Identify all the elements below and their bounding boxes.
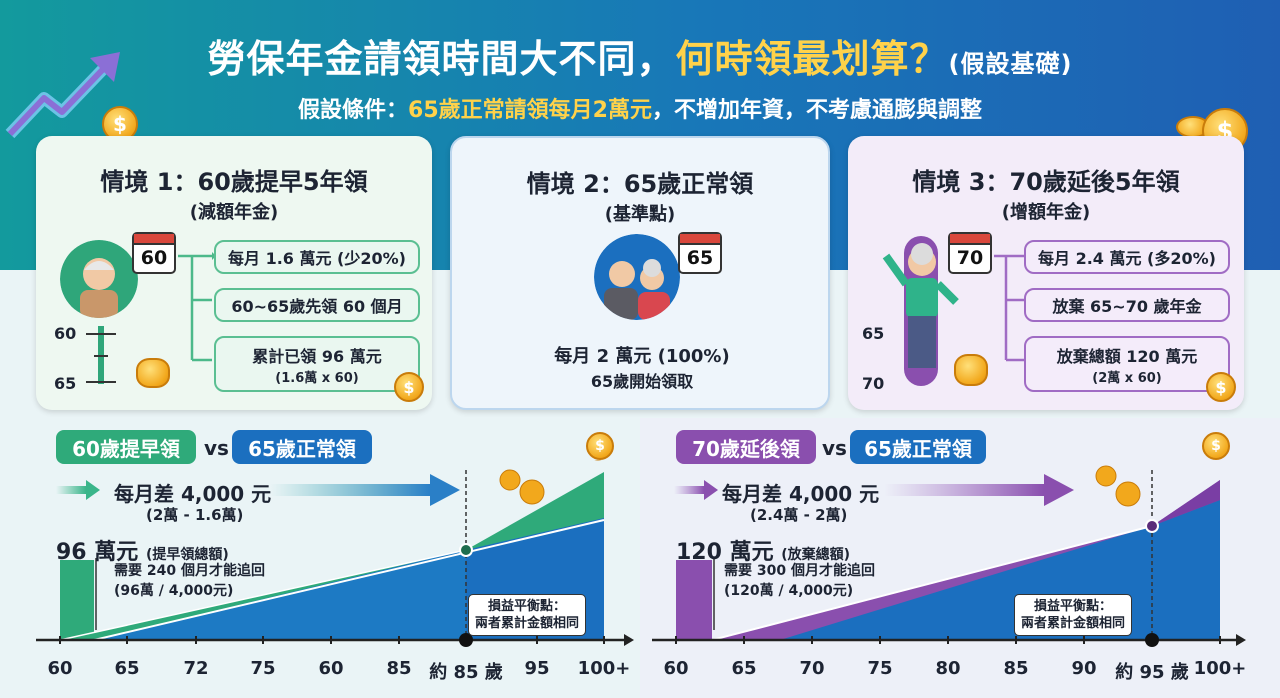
scale-label-bottom: 65	[54, 374, 77, 393]
subtitle-highlight: 65歲正常請領每月2萬元	[408, 98, 652, 123]
calendar-icon: 65	[678, 232, 722, 274]
dollar-coin-icon: $	[1206, 372, 1236, 402]
total-label: 96 萬元 (提早領總額)	[56, 540, 229, 565]
x-tick-label: 80	[935, 658, 961, 679]
start-age: 65歲開始領取	[590, 372, 694, 391]
x-tick-label-breakeven: 約 95 歲	[1115, 662, 1189, 683]
x-tick-label: 60	[47, 658, 73, 679]
monthly-amount: 每月 2 萬元 (100%)	[554, 346, 730, 367]
x-tick-label: 95	[524, 658, 550, 679]
dollar-coin-icon: $	[394, 372, 424, 402]
card-subtitle: (增額年金)	[1001, 202, 1091, 223]
card-subtitle: (基準點)	[604, 204, 676, 225]
dollar-coin-icon: $	[1202, 432, 1230, 460]
diff-label: 每月差 4,000 元	[722, 482, 880, 506]
elderly-couple-icon	[594, 234, 680, 320]
card-subtitle: (減額年金)	[189, 202, 279, 223]
dollar-coin-icon: $	[586, 432, 614, 460]
page-title: 勞保年金請領時間大不同，何時領最划算？(假設基礎)	[207, 37, 1073, 81]
x-tick-label: 60	[318, 658, 344, 679]
tag-delayed: 70歲延後領	[676, 430, 816, 464]
scale-label-top: 65	[862, 324, 885, 343]
x-tick-label: 85	[386, 658, 412, 679]
x-tick-label: 75	[250, 658, 276, 679]
x-tick-label: 75	[867, 658, 893, 679]
vs-label: vs	[204, 436, 229, 460]
scenario-card-early: 情境 1：60歲提早5年領 (減額年金) 60 每月 1.6 萬元 (少20%)…	[36, 136, 432, 410]
x-tick-label-breakeven: 約 85 歲	[429, 662, 503, 683]
connector-lines	[178, 252, 216, 362]
tag-normal: 65歲正常領	[232, 430, 372, 464]
elderly-woman-icon	[882, 236, 959, 386]
tag-normal: 65歲正常領	[850, 430, 986, 464]
info-pill-months: 60~65歲先領 60 個月	[214, 288, 420, 322]
info-pill-forfeit: 放棄 65~70 歲年金	[1024, 288, 1230, 322]
tag-early: 60歲提早領	[56, 430, 196, 464]
calendar-icon: 60	[132, 232, 176, 274]
diff-note: (2萬 - 1.6萬)	[146, 506, 244, 524]
x-tick-label: 100+	[577, 658, 631, 679]
x-tick-label: 85	[1003, 658, 1029, 679]
coin-stack-icon	[954, 354, 988, 386]
scale-label-top: 60	[54, 324, 77, 343]
breakeven-note: 損益平衡點： 兩者累計金額相同	[1014, 594, 1133, 636]
info-pill-total: 放棄總額 120 萬元 (2萬 x 60)	[1024, 336, 1230, 392]
breakeven-note: 損益平衡點： 兩者累計金額相同	[468, 594, 587, 636]
diff-note: (2.4萬 - 2萬)	[750, 506, 848, 524]
scenario-card-delayed: 情境 3：70歲延後5年領 (增額年金) 70 每月 2.4 萬元 (多20%)…	[848, 136, 1244, 410]
catchup-text: 需要 300 個月才能追回	[724, 563, 875, 579]
x-tick-label: 65	[731, 658, 757, 679]
x-tick-label: 70	[799, 658, 825, 679]
title-highlight: 何時領最划算？	[675, 37, 949, 81]
x-tick-label: 60	[663, 658, 689, 679]
x-tick-label: 72	[183, 658, 209, 679]
total-label: 120 萬元 (放棄總額)	[676, 540, 851, 565]
vs-label: vs	[822, 436, 847, 460]
diff-label: 每月差 4,000 元	[114, 482, 272, 506]
catchup-note: (120萬 / 4,000元)	[724, 583, 854, 599]
info-pill-total: 累計已領 96 萬元 (1.6萬 x 60)	[214, 336, 420, 392]
x-tick-label: 100+	[1193, 658, 1247, 679]
catchup-note: (96萬 / 4,000元)	[114, 583, 234, 599]
coin-stack-icon	[136, 358, 170, 388]
trend-up-arrow-icon	[5, 52, 120, 139]
scenario-card-normal: 情境 2：65歲正常領 (基準點) 65 每月 2 萬元 (100%) 65歲開…	[450, 136, 830, 410]
x-tick-label: 90	[1071, 658, 1097, 679]
card-title: 情境 1：60歲提早5年領	[100, 168, 368, 196]
page-subtitle: 假設條件：65歲正常請領每月2萬元，不增加年資，不考慮通膨與調整	[298, 98, 982, 123]
info-pill-monthly: 每月 1.6 萬元 (少20%)	[214, 240, 420, 274]
elderly-man-icon	[60, 240, 138, 318]
card-title: 情境 2：65歲正常領	[526, 170, 754, 198]
scale-label-bottom: 70	[862, 374, 885, 393]
calendar-icon: 70	[948, 232, 992, 274]
age-scale-bar	[86, 326, 116, 384]
card-title: 情境 3：70歲延後5年領	[912, 168, 1180, 196]
info-pill-monthly: 每月 2.4 萬元 (多20%)	[1024, 240, 1230, 274]
title-suffix: (假設基礎)	[948, 50, 1073, 78]
catchup-text: 需要 240 個月才能追回	[114, 563, 265, 579]
x-tick-label: 65	[114, 658, 140, 679]
